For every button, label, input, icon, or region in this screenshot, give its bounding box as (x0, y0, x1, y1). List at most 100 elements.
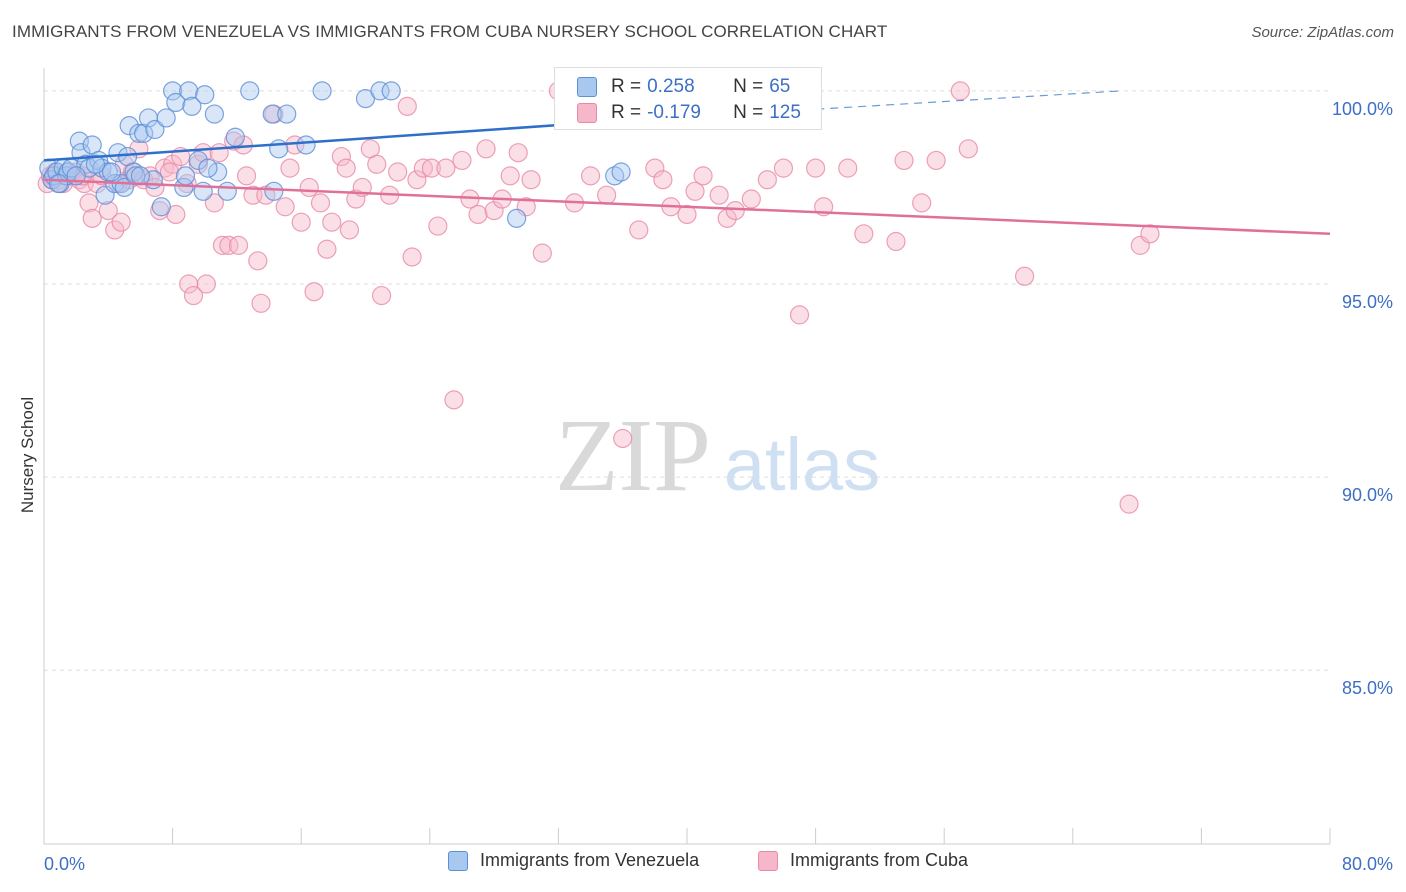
cuba-point (1119, 494, 1139, 514)
chart-legend: Immigrants from Venezuela Immigrants fro… (0, 850, 1406, 880)
cuba-point (219, 235, 239, 255)
venezuela-point (296, 135, 316, 155)
venezuela-point (101, 162, 122, 182)
cuba-point (950, 81, 970, 101)
cuba-point (854, 224, 874, 244)
gridlines (44, 90, 1330, 671)
n-value: 125 (769, 102, 801, 123)
venezuela-point (195, 85, 215, 105)
cuba-point (757, 170, 777, 190)
venezuela-point (611, 162, 631, 182)
cuba-point (212, 235, 233, 255)
cuba-point (367, 154, 387, 174)
venezuela-swatch (577, 77, 597, 97)
cuba-point (317, 239, 337, 259)
legend-item-cuba[interactable]: Immigrants from Cuba (758, 850, 968, 871)
cuba-point (693, 166, 713, 186)
venezuela-point (179, 81, 199, 101)
cuba-point (508, 143, 528, 163)
venezuela-legend-swatch (448, 850, 468, 871)
venezuela-point (188, 150, 208, 171)
legend-item-venezuela[interactable]: Immigrants from Venezuela (448, 850, 699, 871)
data-points (37, 81, 1160, 514)
cuba-point (476, 139, 496, 159)
cuba-point (304, 282, 324, 302)
venezuela-point (269, 139, 289, 159)
cuba-point (725, 201, 745, 221)
cuba-point (838, 158, 858, 178)
cuba-point (685, 181, 705, 201)
cuba-trend-line (43, 178, 1331, 236)
venezuela-point (175, 166, 196, 186)
cuba-point (912, 193, 932, 213)
cuba-point (196, 274, 216, 294)
cuba-point (709, 185, 729, 205)
r-value: 0.258 (647, 76, 695, 97)
cuba-point (436, 158, 456, 178)
cuba-point (629, 220, 649, 240)
n-label: N = (733, 102, 764, 123)
cuba-point (346, 189, 366, 209)
cuba-point (1140, 224, 1160, 244)
cuba-point (209, 143, 229, 163)
venezuela-point (277, 104, 297, 124)
venezuela-point (507, 208, 527, 228)
cuba-point (428, 216, 448, 236)
venezuela-point (381, 81, 401, 101)
venezuela-point (134, 123, 154, 143)
venezuela-point (262, 104, 282, 124)
cuba-point (597, 185, 617, 205)
cuba-point (444, 390, 464, 410)
cuba-point (275, 197, 295, 217)
cuba-point (468, 204, 488, 225)
cuba-point (336, 158, 356, 178)
venezuela-point (264, 181, 284, 201)
venezuela-point (48, 173, 69, 194)
cuba-point (371, 285, 392, 306)
cuba-point (402, 247, 422, 267)
venezuela-point (156, 108, 176, 128)
y-tick-label: 95.0% (1342, 292, 1393, 312)
cuba-point (251, 293, 271, 313)
r-label: R = (611, 76, 642, 97)
cuba-point (280, 158, 300, 178)
legend-label-venezuela: Immigrants from Venezuela (480, 850, 700, 870)
cuba-point (926, 150, 946, 171)
cuba-point (82, 208, 102, 228)
cuba-legend-swatch (758, 850, 778, 871)
cuba-point (421, 158, 442, 178)
y-tick-labels: 100.0% 95.0% 90.0% 85.0% (1332, 99, 1393, 698)
source-credit: Source: ZipAtlas.com (1251, 24, 1394, 41)
cuba-point (407, 170, 427, 190)
cuba-point (413, 158, 433, 178)
cuba-point (163, 154, 183, 174)
cuba-point (653, 170, 673, 190)
y-tick-label: 100.0% (1332, 99, 1393, 119)
cuba-point (183, 285, 204, 306)
cuba-point (958, 139, 978, 159)
cuba-point (789, 305, 810, 325)
r-label: R = (611, 102, 642, 123)
cuba-point (111, 212, 131, 232)
venezuela-point (151, 197, 171, 217)
venezuela-point (85, 154, 106, 174)
cuba-point (299, 177, 319, 198)
cuba-point (397, 96, 417, 116)
stats-row-cuba: R = -0.179 N = 125 (577, 99, 801, 127)
cuba-point (98, 201, 118, 221)
cuba-swatch (577, 103, 597, 123)
stats-row-venezuela: R = 0.258 N = 65 (577, 73, 790, 101)
legend-label-cuba: Immigrants from Cuba (790, 850, 969, 870)
r-value: -0.179 (647, 102, 701, 123)
cuba-point (79, 193, 99, 213)
venezuela-point (208, 162, 228, 182)
venezuela-point (312, 81, 332, 101)
y-tick-label: 90.0% (1342, 485, 1393, 505)
venezuela-point (166, 92, 186, 113)
cuba-point (291, 212, 311, 232)
n-value: 65 (769, 76, 791, 97)
venezuela-trend-line (43, 120, 607, 162)
x-tick-label: 0.0% (44, 854, 85, 874)
y-tick-label: 85.0% (1342, 678, 1393, 698)
